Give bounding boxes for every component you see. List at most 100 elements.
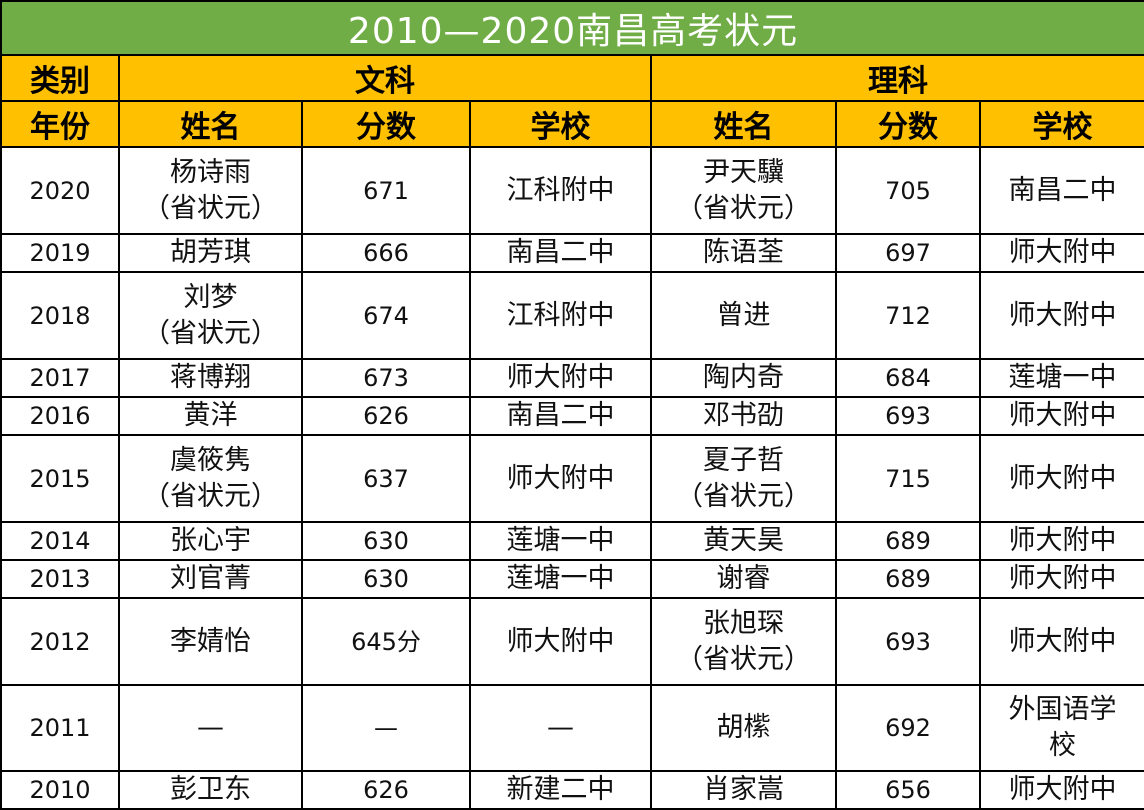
science-school-cell: 外国语学校 (978, 684, 1144, 772)
science-score-value: 697 (885, 239, 931, 267)
arts-school-cell: 师大附中 (469, 434, 652, 523)
science-name-value: 张旭琛 (703, 607, 784, 639)
arts-name-value: 杨诗雨 (170, 156, 251, 188)
year-cell: 2020 (0, 146, 120, 235)
science-score-value: 656 (885, 776, 931, 804)
arts-score-value: 645分 (351, 627, 421, 656)
arts-school-value: 师大附中 (506, 362, 615, 393)
science-school-value: 师大附中 (1008, 774, 1117, 805)
science-name-value: 陈语荃 (703, 237, 784, 268)
science-name-cell: 陶内奇 (650, 358, 837, 398)
science-name-value: 尹天驥 (703, 156, 784, 188)
arts-name-cell: 彭卫东 (118, 770, 303, 810)
science-score-cell: 705 (835, 146, 981, 235)
table-title: 2010—2020南昌高考状元 (0, 0, 1144, 56)
arts-school-cell: 新建二中 (469, 770, 652, 810)
science-school-cell: 师大附中 (978, 521, 1144, 561)
table-row: 2016 黄洋 626 南昌二中 邓书劭 693 师大附中 (0, 396, 1144, 436)
science-name-value: 肖家嵩 (703, 774, 784, 805)
year-cell: 2014 (0, 521, 120, 561)
science-name-cell: 肖家嵩 (650, 770, 837, 810)
science-school-cell: 莲塘一中 (978, 358, 1144, 398)
arts-name-value: 彭卫东 (170, 774, 251, 805)
arts-school-cell: 南昌二中 (469, 233, 652, 273)
arts-name-value: 黄洋 (183, 400, 238, 431)
science-school-value: 师大附中 (1008, 400, 1117, 431)
science-school-value-line2: 校 (1049, 730, 1077, 761)
arts-name-cell: 李婧怡 (118, 597, 303, 686)
science-score-cell: 712 (835, 271, 981, 360)
arts-score-cell: 637 (301, 434, 471, 523)
arts-name-value: 张心宇 (170, 525, 251, 556)
arts-name-value: 刘梦 (183, 281, 238, 313)
arts-name-value: 李婧怡 (170, 625, 251, 657)
science-name-value: 胡橴 (716, 712, 771, 743)
arts-school-value: 莲塘一中 (506, 525, 615, 556)
arts-score-value: 630 (363, 527, 409, 555)
arts-name-cell: — (118, 684, 303, 772)
science-school-value: 师大附中 (1008, 563, 1117, 594)
year-cell: 2018 (0, 271, 120, 360)
science-name-cell: 谢睿 (650, 559, 837, 599)
year-value: 2020 (29, 176, 91, 205)
science-header: 理科 (649, 54, 1144, 102)
year-value: 2013 (29, 565, 91, 593)
year-cell: 2010 (0, 770, 120, 810)
science-school-cell: 师大附中 (978, 271, 1144, 360)
arts-score-value: 626 (363, 776, 409, 804)
science-name-value: 陶内奇 (703, 362, 784, 393)
science-note-value: （省状元） (676, 643, 811, 675)
science-school-value: 师大附中 (1008, 462, 1117, 494)
arts-note-value: （省状元） (143, 317, 278, 349)
science-name-cell: 夏子哲 （省状元） (650, 434, 837, 523)
arts-score-value: 637 (363, 464, 409, 493)
arts-school-cell: — (469, 684, 652, 772)
arts-school-value: 师大附中 (506, 625, 615, 657)
year-value: 2015 (29, 464, 91, 493)
arts-school-cell: 莲塘一中 (469, 521, 652, 561)
year-cell: 2011 (0, 684, 120, 772)
science-score-value: 715 (885, 464, 931, 493)
arts-school-value: — (547, 712, 574, 743)
arts-name-cell: 黄洋 (118, 396, 303, 436)
arts-score-header: 分数 (301, 100, 471, 148)
science-note-value: （省状元） (676, 480, 811, 512)
science-school-value: 师大附中 (1008, 299, 1117, 331)
arts-score-value: — (374, 714, 398, 742)
arts-school-value: 江科附中 (506, 174, 615, 206)
year-value: 2010 (29, 776, 91, 804)
arts-score-cell: 674 (301, 271, 471, 360)
table-row: 2019 胡芳琪 666 南昌二中 陈语荃 697 师大附中 (0, 233, 1144, 273)
science-score-value: 712 (885, 301, 931, 330)
science-name-cell: 张旭琛 （省状元） (650, 597, 837, 686)
arts-score-cell: 673 (301, 358, 471, 398)
arts-score-cell: 645分 (301, 597, 471, 686)
science-name-cell: 尹天驥 （省状元） (650, 146, 837, 235)
arts-school-cell: 江科附中 (469, 146, 652, 235)
arts-school-value: 南昌二中 (506, 237, 615, 268)
arts-score-value: 674 (363, 301, 409, 330)
arts-score-cell: 671 (301, 146, 471, 235)
science-school-value: 师大附中 (1008, 237, 1117, 268)
science-name-cell: 邓书劭 (650, 396, 837, 436)
science-score-value: 689 (885, 527, 931, 555)
science-score-cell: 684 (835, 358, 981, 398)
arts-score-value: 671 (363, 176, 409, 205)
science-school-cell: 师大附中 (978, 396, 1144, 436)
arts-school-cell: 莲塘一中 (469, 559, 652, 599)
arts-score-value: 630 (363, 565, 409, 593)
arts-name-cell: 虞筱隽 （省状元） (118, 434, 303, 523)
arts-name-value: 虞筱隽 (170, 444, 251, 476)
science-school-value: 莲塘一中 (1008, 362, 1117, 393)
arts-name-cell: 杨诗雨 （省状元） (118, 146, 303, 235)
year-value: 2014 (29, 527, 91, 555)
science-note-value: （省状元） (676, 192, 811, 224)
arts-school-value: 江科附中 (506, 299, 615, 331)
table-row: 2014 张心宇 630 莲塘一中 黄天昊 689 师大附中 (0, 521, 1144, 561)
arts-score-cell: — (301, 684, 471, 772)
arts-school-value: 莲塘一中 (506, 563, 615, 594)
science-name-cell: 陈语荃 (650, 233, 837, 273)
year-cell: 2015 (0, 434, 120, 523)
arts-score-cell: 626 (301, 396, 471, 436)
arts-school-cell: 师大附中 (469, 358, 652, 398)
